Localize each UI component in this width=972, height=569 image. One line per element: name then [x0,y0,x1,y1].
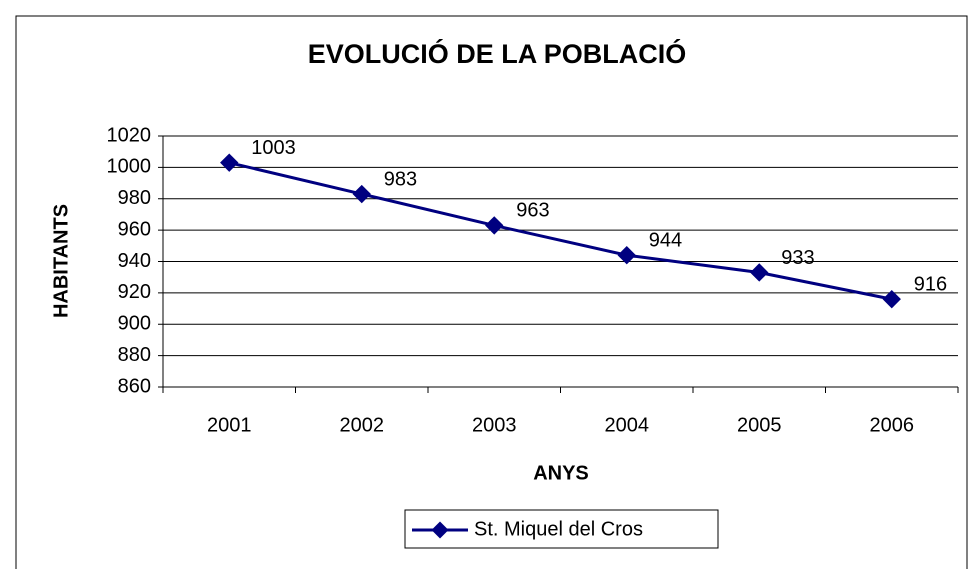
y-tick-label: 1000 [107,156,152,178]
x-tick-label: 2006 [870,414,915,436]
y-tick-label: 900 [118,313,151,335]
x-tick-label: 2002 [340,414,385,436]
data-point [882,289,901,309]
data-label: 944 [649,230,682,252]
data-label: 933 [781,247,814,269]
data-label: 963 [516,200,549,222]
legend-marker [431,521,449,539]
x-tick-label: 2005 [737,414,782,436]
data-point [485,216,504,235]
y-tick-label: 860 [118,375,151,397]
y-tick-label: 880 [118,344,151,366]
x-tick-label: 2003 [472,414,517,436]
data-label: 916 [914,273,947,295]
y-tick-label: 960 [118,218,151,240]
legend-label: St. Miquel del Cros [474,518,643,540]
y-tick-label: 920 [118,281,151,303]
legend: St. Miquel del Cros [404,509,719,549]
y-axis-label: HABITANTS [50,204,72,318]
data-point [352,184,371,204]
data-label: 983 [384,168,417,190]
y-tick-label: 980 [118,187,151,209]
y-tick-label: 1020 [107,124,152,146]
data-point [220,153,239,172]
data-point [617,246,636,265]
data-point [750,263,769,282]
data-label: 1003 [251,137,296,159]
chart-title: EVOLUCIÓ DE LA POBLACIÓ [308,38,687,69]
series-line [228,161,893,301]
y-tick-label: 940 [118,250,151,272]
x-tick-label: 2004 [605,414,650,436]
x-tick-label: 2001 [207,414,252,436]
x-axis-label: ANYS [533,462,589,484]
